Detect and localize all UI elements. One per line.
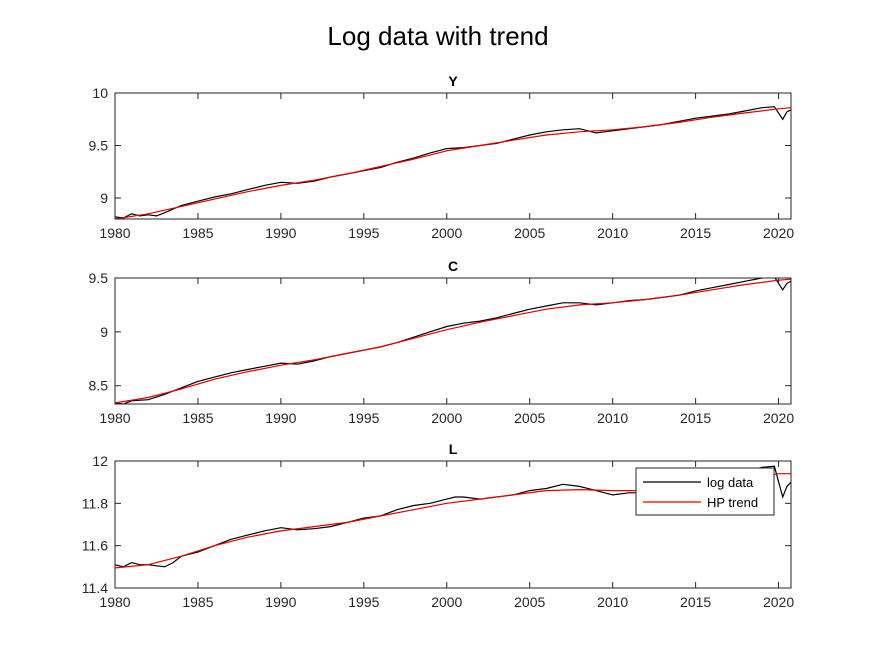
x-tick-label: 2020 xyxy=(763,225,794,241)
y-tick-label: 9 xyxy=(100,190,108,206)
y-tick-label: 9.5 xyxy=(89,270,109,286)
axes-box-y xyxy=(114,92,792,220)
x-tick-label: 2000 xyxy=(431,410,462,426)
x-tick-label: 1985 xyxy=(182,410,213,426)
x-tick-label: 2005 xyxy=(514,410,545,426)
series-log-data-c xyxy=(115,278,791,404)
axes-box-l xyxy=(114,460,792,589)
y-tick-label: 11.8 xyxy=(82,495,108,511)
panel-title-c: C xyxy=(448,258,458,274)
legend-label-hp-trend: HP trend xyxy=(707,495,758,510)
x-tick-label: 1985 xyxy=(182,225,213,241)
x-tick-label: 1995 xyxy=(348,225,379,241)
series-hp-trend-y xyxy=(115,107,791,219)
panel-title-l: L xyxy=(449,441,458,457)
x-tick-label: 2010 xyxy=(597,225,628,241)
x-tick-label: 1995 xyxy=(348,594,379,610)
x-tick-label: 2000 xyxy=(431,594,462,610)
figure-title: Log data with trend xyxy=(327,21,548,51)
panel-c: 1980 1985 1990 1995 2000 2005 2010 2015 2020 8.5 9… xyxy=(89,258,795,426)
legend-box xyxy=(635,467,775,516)
x-tick-label: 2005 xyxy=(514,225,545,241)
x-tick-label: 2015 xyxy=(680,410,711,426)
legend-label-log-data: log data xyxy=(707,475,754,490)
y-tick-label: 9 xyxy=(100,324,108,340)
y-tick-label: 9.5 xyxy=(89,138,109,154)
panel-y: 1980 1985 1990 1995 2000 2005 2010 2015 2020 9 9.5… xyxy=(89,73,795,241)
x-tick-label: 2010 xyxy=(597,410,628,426)
x-tick-label: 1980 xyxy=(99,410,130,426)
x-tick-label: 1995 xyxy=(348,410,379,426)
x-tick-label: 1990 xyxy=(265,594,296,610)
x-tick-label: 2020 xyxy=(763,594,794,610)
series-hp-trend-c xyxy=(115,278,791,404)
x-tick-label: 2015 xyxy=(680,594,711,610)
x-tick-label: 1980 xyxy=(99,225,130,241)
series-log-data-y xyxy=(115,106,791,219)
legend: log data HP trend xyxy=(635,467,775,516)
panel-l: 1980 1985 1990 1995 2000 2005 2010 2015 2020 11.4… xyxy=(82,441,795,610)
panels: 1980 1985 1990 1995 2000 2005 2010 2015 2020 9 9.5… xyxy=(82,73,795,610)
y-tick-label: 10 xyxy=(92,85,108,101)
x-tick-label: 2020 xyxy=(763,410,794,426)
x-tick-label: 1990 xyxy=(265,225,296,241)
y-tick-label: 11.4 xyxy=(82,580,108,596)
x-tick-label: 1985 xyxy=(182,594,213,610)
y-tick-label: 8.5 xyxy=(89,378,109,394)
y-tick-label: 11.6 xyxy=(82,538,108,554)
x-tick-label: 2005 xyxy=(514,594,545,610)
x-tick-label: 1980 xyxy=(99,594,130,610)
x-tick-label: 2000 xyxy=(431,225,462,241)
axes-box-c xyxy=(114,277,792,405)
x-tick-label: 2015 xyxy=(680,225,711,241)
x-tick-label: 2010 xyxy=(597,594,628,610)
y-tick-label: 12 xyxy=(92,453,108,469)
x-tick-label: 1990 xyxy=(265,410,296,426)
panel-title-y: Y xyxy=(448,73,458,89)
